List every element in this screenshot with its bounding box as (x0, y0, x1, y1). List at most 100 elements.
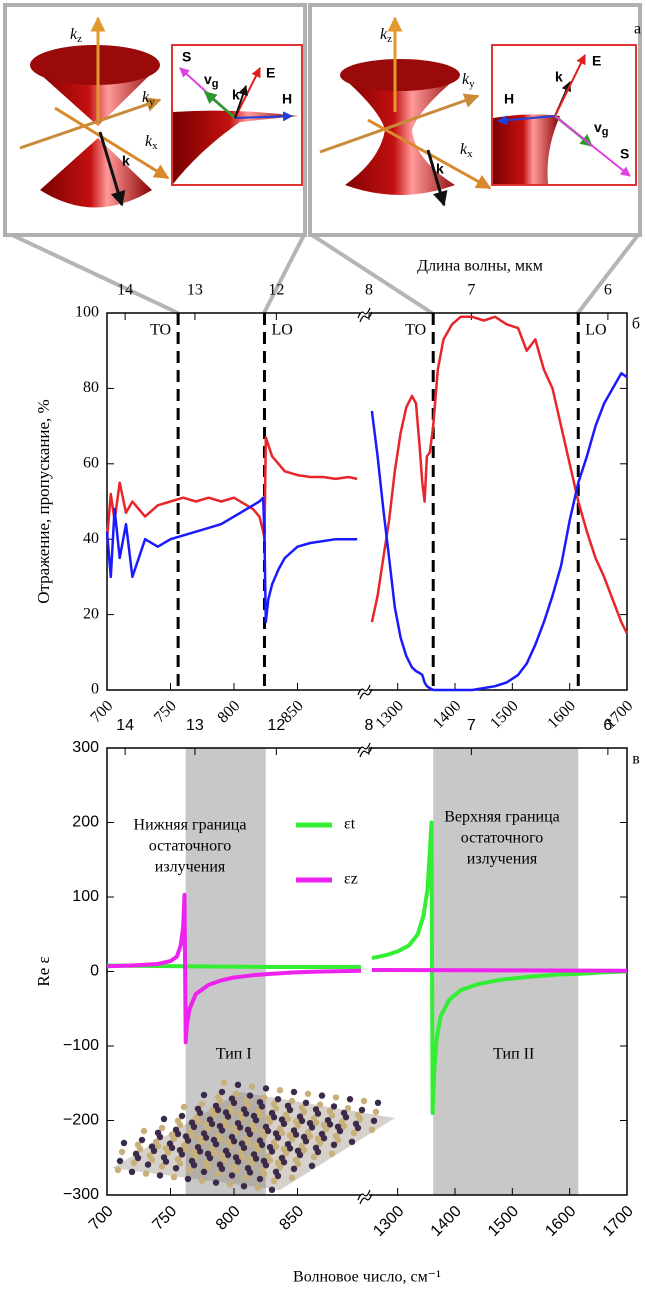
atom (178, 1112, 186, 1120)
x2-tick-label: 8 (365, 282, 373, 299)
reference-label: TO (405, 322, 426, 339)
atom (312, 1144, 320, 1152)
atom (216, 1123, 224, 1130)
y-tick-label: −200 (63, 1112, 99, 1129)
atom (230, 1124, 238, 1132)
atom (228, 1133, 236, 1141)
atom (256, 1099, 264, 1106)
atom (338, 1118, 346, 1126)
atom (260, 1157, 268, 1165)
atom (190, 1148, 198, 1156)
atom (138, 1136, 146, 1144)
atom (246, 1156, 254, 1163)
vector-s (554, 115, 631, 177)
atom (230, 1163, 238, 1170)
atom (318, 1092, 326, 1099)
atom (246, 1092, 254, 1099)
x2-tick-label: 13 (187, 282, 203, 299)
atom (234, 1081, 242, 1089)
atom (206, 1116, 214, 1123)
atom (222, 1109, 230, 1116)
annotation: остаточного (461, 830, 544, 847)
symbol: k (145, 133, 153, 150)
atom (192, 1114, 200, 1122)
y-tick-label: −300 (63, 1186, 99, 1203)
atom (214, 1093, 222, 1101)
axis-break (357, 307, 373, 323)
axis-ky (19, 97, 162, 150)
x2-tick-label: 8 (365, 717, 374, 734)
axis-break (357, 742, 373, 758)
y-tick-label: 60 (83, 454, 99, 471)
atom (250, 1112, 258, 1120)
atom (258, 1166, 266, 1174)
atom (262, 1123, 270, 1131)
atom (218, 1152, 226, 1159)
atom (210, 1136, 218, 1144)
atom (266, 1144, 274, 1151)
atom (156, 1172, 164, 1179)
reference-label: LO (271, 322, 292, 339)
atom (140, 1127, 148, 1135)
y-tick-label: 100 (75, 304, 99, 321)
atom (350, 1129, 358, 1137)
atom (242, 1097, 250, 1104)
subscript: y (469, 78, 475, 90)
atom (214, 1132, 222, 1139)
atom (332, 1132, 340, 1140)
series-line (370, 315, 629, 635)
atom (254, 1184, 262, 1192)
symbol: v (594, 119, 602, 135)
label-k: k (555, 69, 563, 85)
y-tick-label: 100 (72, 888, 99, 905)
connector (11, 233, 179, 315)
atom (244, 1165, 252, 1172)
atom (274, 1159, 282, 1167)
inset-surface (493, 114, 560, 184)
label-vg: vg (594, 119, 609, 138)
x-tick-label: 1500 (487, 697, 522, 732)
atom (234, 1120, 242, 1127)
atom (196, 1135, 204, 1142)
atom (332, 1094, 340, 1101)
atom (326, 1108, 334, 1115)
series-line (371, 820, 628, 1115)
symbol: k (142, 89, 150, 106)
atom (118, 1148, 126, 1156)
atom (268, 1186, 276, 1194)
atom (278, 1154, 286, 1162)
label-k: k (122, 153, 130, 169)
frame-left (106, 312, 361, 691)
diagram-left: kz ky kx k S vg k E H (3, 3, 307, 237)
atom (152, 1138, 160, 1146)
atom (250, 1151, 258, 1158)
atom (296, 1113, 304, 1120)
label-ky: ky (462, 71, 475, 90)
x2-tick-label: 12 (268, 282, 284, 299)
atom (214, 1170, 222, 1177)
annotation: Нижняя граница (134, 817, 247, 834)
atom (166, 1140, 174, 1147)
x-tick-label: 1700 (600, 1203, 637, 1240)
inset-cone (173, 110, 298, 184)
x-tick-label: 1400 (428, 1203, 465, 1240)
atom (352, 1120, 360, 1128)
axis-break (357, 684, 373, 700)
atom (232, 1090, 240, 1098)
atom (270, 1177, 278, 1185)
reference-label: LO (585, 322, 606, 339)
x-tick-label: 700 (86, 1203, 117, 1234)
lattice-illustration (112, 1079, 395, 1194)
hyperboloid (340, 75, 460, 195)
y-tick-label: 80 (83, 379, 99, 396)
lattice-slab (112, 1092, 395, 1190)
atom (242, 1174, 250, 1181)
legend-label: εz (344, 871, 358, 888)
band-label: Тип I (216, 1046, 252, 1063)
x-axis-label: Волновое число, см⁻¹ (293, 1269, 441, 1286)
atom (240, 1106, 248, 1113)
symbol: k (460, 141, 468, 158)
atom (174, 1156, 182, 1163)
atom (272, 1130, 280, 1137)
